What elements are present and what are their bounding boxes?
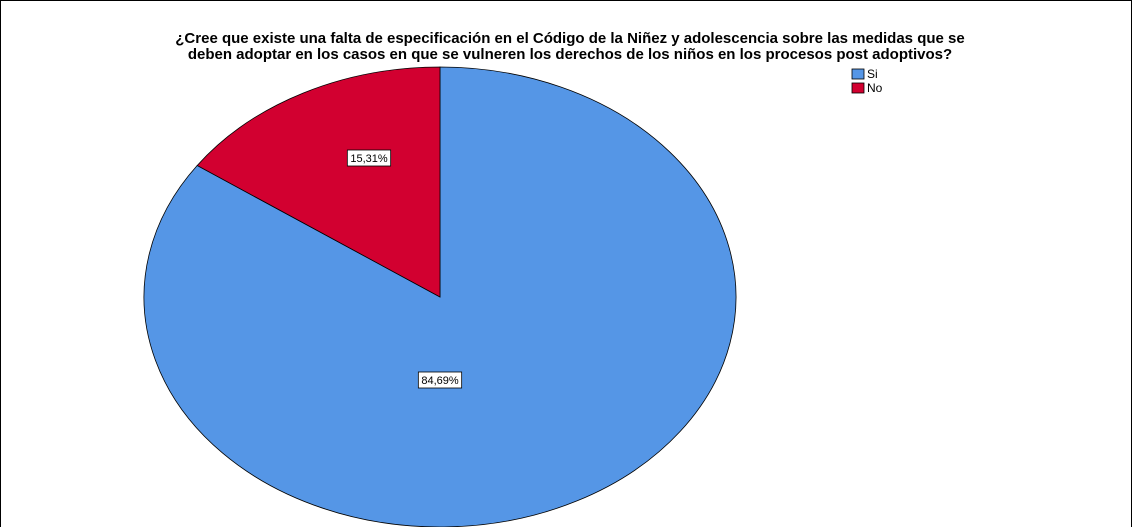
label-box — [417, 371, 463, 389]
labels: 84,69% 15,31% — [346, 149, 463, 389]
legend-swatch — [851, 68, 865, 80]
data-label: 84,69% — [421, 375, 459, 387]
pie — [143, 66, 737, 527]
slice — [196, 66, 441, 298]
data-label: 15,31% — [350, 153, 388, 165]
legend-label: No — [867, 81, 883, 95]
legend-swatch — [851, 82, 865, 94]
label-box — [346, 149, 392, 167]
chart-title: deben adoptar en los casos en que se vul… — [188, 46, 952, 63]
legend-label: Si — [867, 67, 878, 81]
chart-title: ¿Cree que existe una falta de especifica… — [175, 30, 964, 47]
